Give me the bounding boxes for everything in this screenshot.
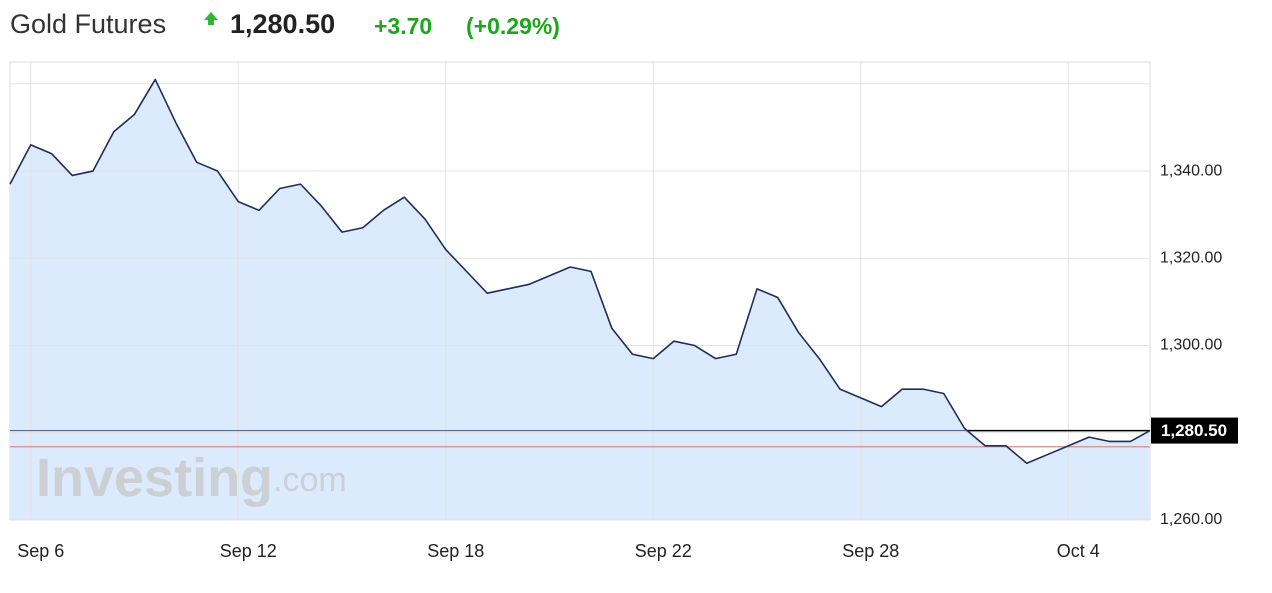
y-tick-label: 1,320.00	[1160, 250, 1222, 267]
up-arrow	[204, 12, 218, 25]
price-box	[1151, 417, 1238, 444]
y-tick-label: 1,300.00	[1160, 337, 1222, 354]
watermark: Investing.com	[36, 448, 347, 508]
x-tick-label: Sep 22	[635, 541, 692, 561]
area-fill	[10, 79, 1150, 520]
price-line-series	[9, 78, 1151, 465]
x-tick-label: Sep 12	[220, 541, 277, 561]
watermark-domain: .com	[273, 461, 347, 499]
last-price: 1,280.50	[230, 9, 335, 39]
x-tick-label: Sep 6	[17, 541, 64, 561]
instrument-name: Gold Futures	[10, 9, 166, 39]
x-tick-label: Oct 4	[1057, 541, 1100, 561]
x-tick-label: Sep 18	[427, 541, 484, 561]
y-tick-label: 1,340.00	[1160, 162, 1222, 179]
price-change-percent: (+0.29%)	[466, 13, 560, 39]
x-tick-label: Sep 28	[842, 541, 899, 561]
y-tick-label: 1,260.00	[1160, 511, 1222, 528]
price-change: +3.70	[374, 13, 432, 39]
price-box-label: 1,280.50	[1161, 421, 1227, 440]
watermark-brand: Investing	[36, 448, 273, 508]
